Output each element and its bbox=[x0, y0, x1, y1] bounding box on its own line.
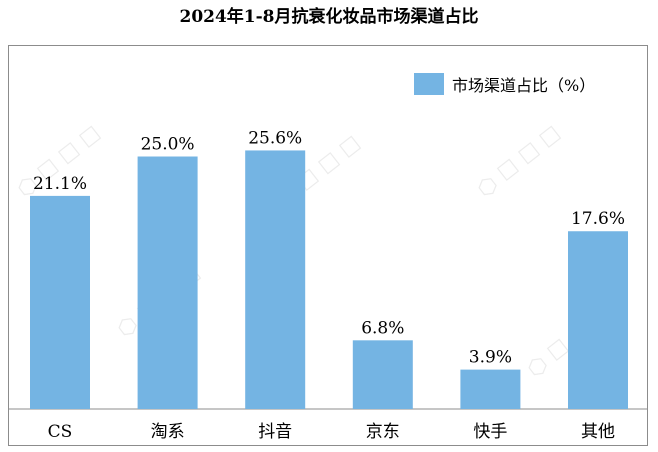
legend-swatch bbox=[414, 73, 444, 95]
data-label-1: 25.0% bbox=[141, 135, 195, 155]
chart-frame bbox=[8, 45, 648, 446]
x-tick-label-5: 其他 bbox=[581, 422, 615, 442]
chart-title: 2024年1-8月抗衰化妆品市场渠道占比 bbox=[179, 7, 479, 27]
legend-label: 市场渠道占比（%） bbox=[452, 76, 596, 95]
bar-2 bbox=[245, 150, 306, 409]
bar-1 bbox=[137, 156, 198, 409]
data-label-3: 6.8% bbox=[361, 318, 404, 338]
bar-3 bbox=[352, 340, 413, 409]
x-tick-label-3: 京东 bbox=[366, 422, 400, 442]
x-tick-label-0: CS bbox=[48, 422, 73, 442]
legend: 市场渠道占比（%） bbox=[414, 72, 595, 96]
data-label-4: 3.9% bbox=[469, 348, 512, 368]
data-label-0: 21.1% bbox=[33, 174, 87, 194]
bar-5 bbox=[568, 231, 628, 409]
bar-0 bbox=[30, 195, 90, 409]
x-tick-label-1: 淘系 bbox=[151, 422, 185, 442]
bar-4 bbox=[460, 369, 521, 409]
data-label-2: 25.6% bbox=[248, 128, 302, 148]
x-tick-label-4: 快手 bbox=[473, 422, 507, 442]
x-tick-label-2: 抖音 bbox=[258, 422, 292, 442]
data-label-5: 17.6% bbox=[571, 209, 625, 229]
